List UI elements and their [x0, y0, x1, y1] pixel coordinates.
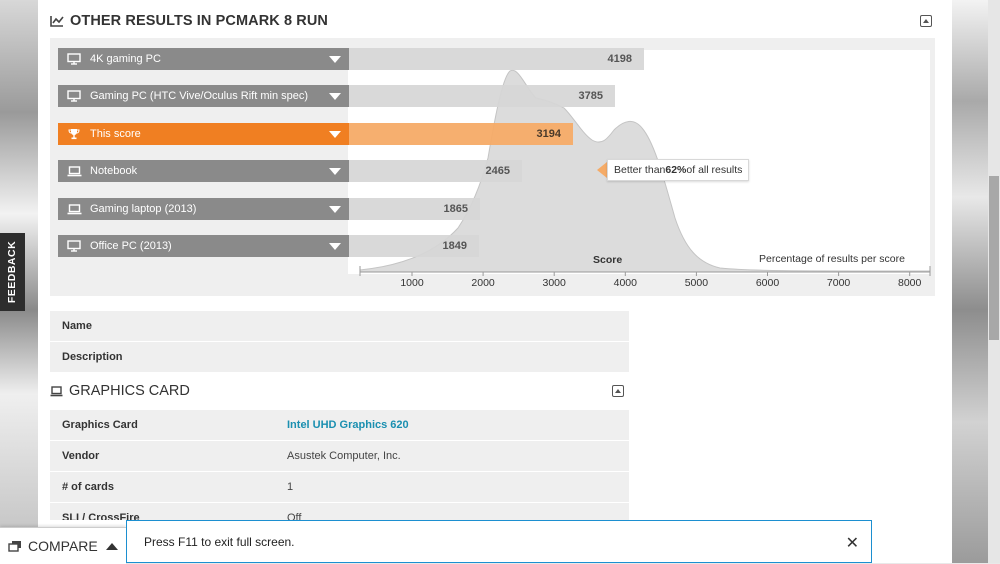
chevron-down-icon[interactable] — [329, 206, 341, 213]
score-value: 1849 — [442, 240, 467, 252]
bar-label: Gaming PC (HTC Vive/Oculus Rift min spec… — [90, 90, 309, 102]
feedback-label: FEEDBACK — [6, 240, 19, 304]
callout-suffix: of all results — [686, 164, 743, 176]
score-bar: 2465 — [349, 160, 522, 182]
table-row: Vendor Asustek Computer, Inc. — [50, 441, 629, 472]
row-key: # of cards — [62, 481, 114, 493]
row-key: Graphics Card — [62, 419, 138, 431]
section-title: OTHER RESULTS IN PCMARK 8 RUN — [70, 13, 329, 29]
table-row: Graphics Card Intel UHD Graphics 620 — [50, 410, 629, 441]
score-bar: 1865 — [349, 198, 480, 220]
x-tick-label: 5000 — [684, 277, 709, 289]
score-bar: 3194 — [349, 123, 573, 145]
bar-label: This score — [90, 128, 141, 140]
row-value: Asustek Computer, Inc. — [287, 450, 401, 462]
chevron-up-icon — [105, 542, 118, 550]
chevron-down-icon[interactable] — [329, 93, 341, 100]
score-value: 1865 — [443, 203, 468, 215]
callout-prefix: Better than — [614, 164, 666, 176]
x-tick-label: 6000 — [755, 277, 780, 289]
row-key: Vendor — [62, 450, 100, 462]
score-bar: 4198 — [349, 48, 644, 70]
scrollbar[interactable] — [988, 0, 1000, 563]
score-selector[interactable]: Gaming laptop (2013) — [58, 198, 349, 220]
collapse-graphics-card-button[interactable] — [612, 385, 624, 397]
reference-score-row: Gaming PC (HTC Vive/Oculus Rift min spec… — [58, 85, 615, 107]
compare-stack-icon — [8, 541, 21, 552]
info-table: Name Description — [50, 311, 629, 373]
graphics-card-table: Graphics Card Intel UHD Graphics 620 Ven… — [50, 410, 629, 520]
x-tick-label: 7000 — [826, 277, 851, 289]
results-page: OTHER RESULTS IN PCMARK 8 RUN 4K gaming … — [38, 0, 952, 563]
bar-label: Office PC (2013) — [90, 240, 172, 252]
desktop-icon — [66, 53, 82, 65]
bar-label: 4K gaming PC — [90, 53, 161, 65]
x-axis-ticks — [359, 266, 931, 276]
laptop-icon — [50, 385, 63, 396]
callout-text: Better than 62% of all results — [607, 159, 750, 181]
this-score-row: This score 3194 — [58, 123, 573, 145]
bar-label: Gaming laptop (2013) — [90, 203, 197, 215]
table-row: Description — [50, 342, 629, 373]
line-chart-icon — [50, 16, 64, 27]
desktop-icon — [66, 90, 82, 102]
compare-label: COMPARE — [28, 538, 98, 554]
chevron-down-icon[interactable] — [329, 168, 341, 175]
scrollbar-thumb[interactable] — [989, 176, 999, 340]
chevron-down-icon[interactable] — [329, 56, 341, 63]
reference-score-row: Gaming laptop (2013) 1865 — [58, 198, 480, 220]
chevron-down-icon[interactable] — [329, 243, 341, 250]
graphics-card-link[interactable]: Intel UHD Graphics 620 — [287, 419, 409, 431]
table-row: Name — [50, 311, 629, 342]
percentile-callout: Better than 62% of all results — [597, 159, 750, 181]
fullscreen-message: Press F11 to exit full screen. — [144, 534, 295, 549]
reference-score-row: Office PC (2013) 1849 — [58, 235, 479, 257]
score-selector[interactable]: This score — [58, 123, 349, 145]
bar-label: Notebook — [90, 165, 138, 177]
close-icon[interactable]: ✕ — [845, 535, 859, 552]
collapse-results-button[interactable] — [920, 15, 932, 27]
score-value: 4198 — [607, 53, 632, 65]
laptop-icon — [66, 165, 82, 177]
row-value: Off — [287, 512, 302, 520]
score-selector[interactable]: Gaming PC (HTC Vive/Oculus Rift min spec… — [58, 85, 349, 107]
score-value: 3785 — [578, 90, 603, 102]
chevron-down-icon[interactable] — [329, 131, 341, 138]
graphics-card-header: GRAPHICS CARD — [50, 374, 629, 408]
score-bar: 1849 — [349, 235, 479, 257]
score-comparison-chart: 4K gaming PC 4198 Gaming PC (HTC Vive/Ocul… — [50, 38, 935, 296]
table-row: SLI / CrossFire Off — [50, 503, 629, 520]
x-tick-label: 3000 — [542, 277, 566, 289]
score-value: 2465 — [485, 165, 510, 177]
score-selector[interactable]: Office PC (2013) — [58, 235, 349, 257]
desktop-icon — [66, 240, 82, 252]
row-key: Name — [62, 320, 92, 332]
x-tick-label: 4000 — [613, 277, 637, 289]
x-axis-title: Score — [593, 254, 623, 266]
percentile-value: 62% — [665, 164, 687, 176]
score-selector[interactable]: Notebook — [58, 160, 349, 182]
score-bar: 3785 — [349, 85, 615, 107]
x-tick-label: 8000 — [898, 277, 922, 289]
y-axis-title: Percentage of results per score — [759, 253, 905, 265]
compare-button[interactable]: COMPARE — [0, 527, 126, 564]
reference-score-row: Notebook 2465 — [58, 160, 522, 182]
callout-pointer — [597, 162, 607, 178]
row-value: 1 — [287, 481, 294, 493]
x-tick-label: 2000 — [471, 277, 495, 289]
table-row: # of cards 1 — [50, 472, 629, 503]
x-tick-label: 1000 — [400, 277, 424, 289]
fullscreen-notification: Press F11 to exit full screen. ✕ — [126, 520, 872, 563]
score-value: 3194 — [536, 128, 561, 140]
reference-score-row: 4K gaming PC 4198 — [58, 48, 644, 70]
row-key: Description — [62, 351, 123, 363]
other-results-header: OTHER RESULTS IN PCMARK 8 RUN — [50, 4, 938, 38]
score-selector[interactable]: 4K gaming PC — [58, 48, 349, 70]
feedback-tab[interactable]: FEEDBACK — [0, 233, 25, 311]
laptop-icon — [66, 203, 82, 215]
graphics-card-title: GRAPHICS CARD — [69, 383, 190, 399]
row-key: SLI / CrossFire — [62, 512, 140, 520]
trophy-icon — [66, 128, 82, 140]
